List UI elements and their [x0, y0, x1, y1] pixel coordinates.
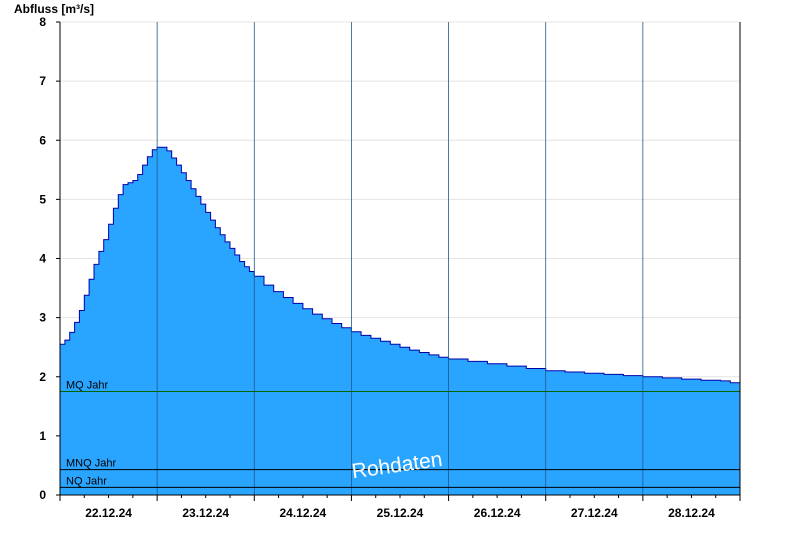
x-tick-label-6: 28.12.24 — [668, 506, 715, 520]
y-tick-label-2: 2 — [39, 370, 46, 384]
x-tick-label-5: 27.12.24 — [571, 506, 618, 520]
discharge-area — [60, 147, 740, 496]
y-axis-title: Abfluss [m³/s] — [14, 2, 94, 16]
y-tick-label-7: 7 — [39, 74, 46, 88]
y-tick-label-6: 6 — [39, 133, 46, 147]
y-tick-label-8: 8 — [39, 15, 46, 29]
axes: 0 1 2 3 4 5 6 7 8 22.12.24 23.12.24 24.12.24 25.12.2… — [39, 15, 741, 520]
y-tick-label-1: 1 — [39, 429, 46, 443]
ref-label-0: MQ Jahr — [66, 380, 109, 392]
discharge-line — [60, 146, 741, 384]
y-tick-label-5: 5 — [39, 192, 46, 206]
ref-label-2: NQ Jahr — [66, 475, 107, 487]
ref-label-1: MNQ Jahr — [66, 458, 116, 470]
y-tick-label-0: 0 — [39, 488, 46, 502]
reference-lines: MQ Jahr MNQ Jahr NQ Jahr — [60, 380, 740, 488]
x-tick-label-0: 22.12.24 — [85, 506, 132, 520]
y-tick-label-3: 3 — [39, 311, 46, 325]
day-separators — [156, 22, 644, 495]
y-tick-label-4: 4 — [39, 252, 46, 266]
x-tick-label-4: 26.12.24 — [474, 506, 521, 520]
x-tick-label-2: 24.12.24 — [279, 506, 326, 520]
x-tick-label-3: 25.12.24 — [377, 506, 424, 520]
x-tick-label-1: 23.12.24 — [182, 506, 229, 520]
